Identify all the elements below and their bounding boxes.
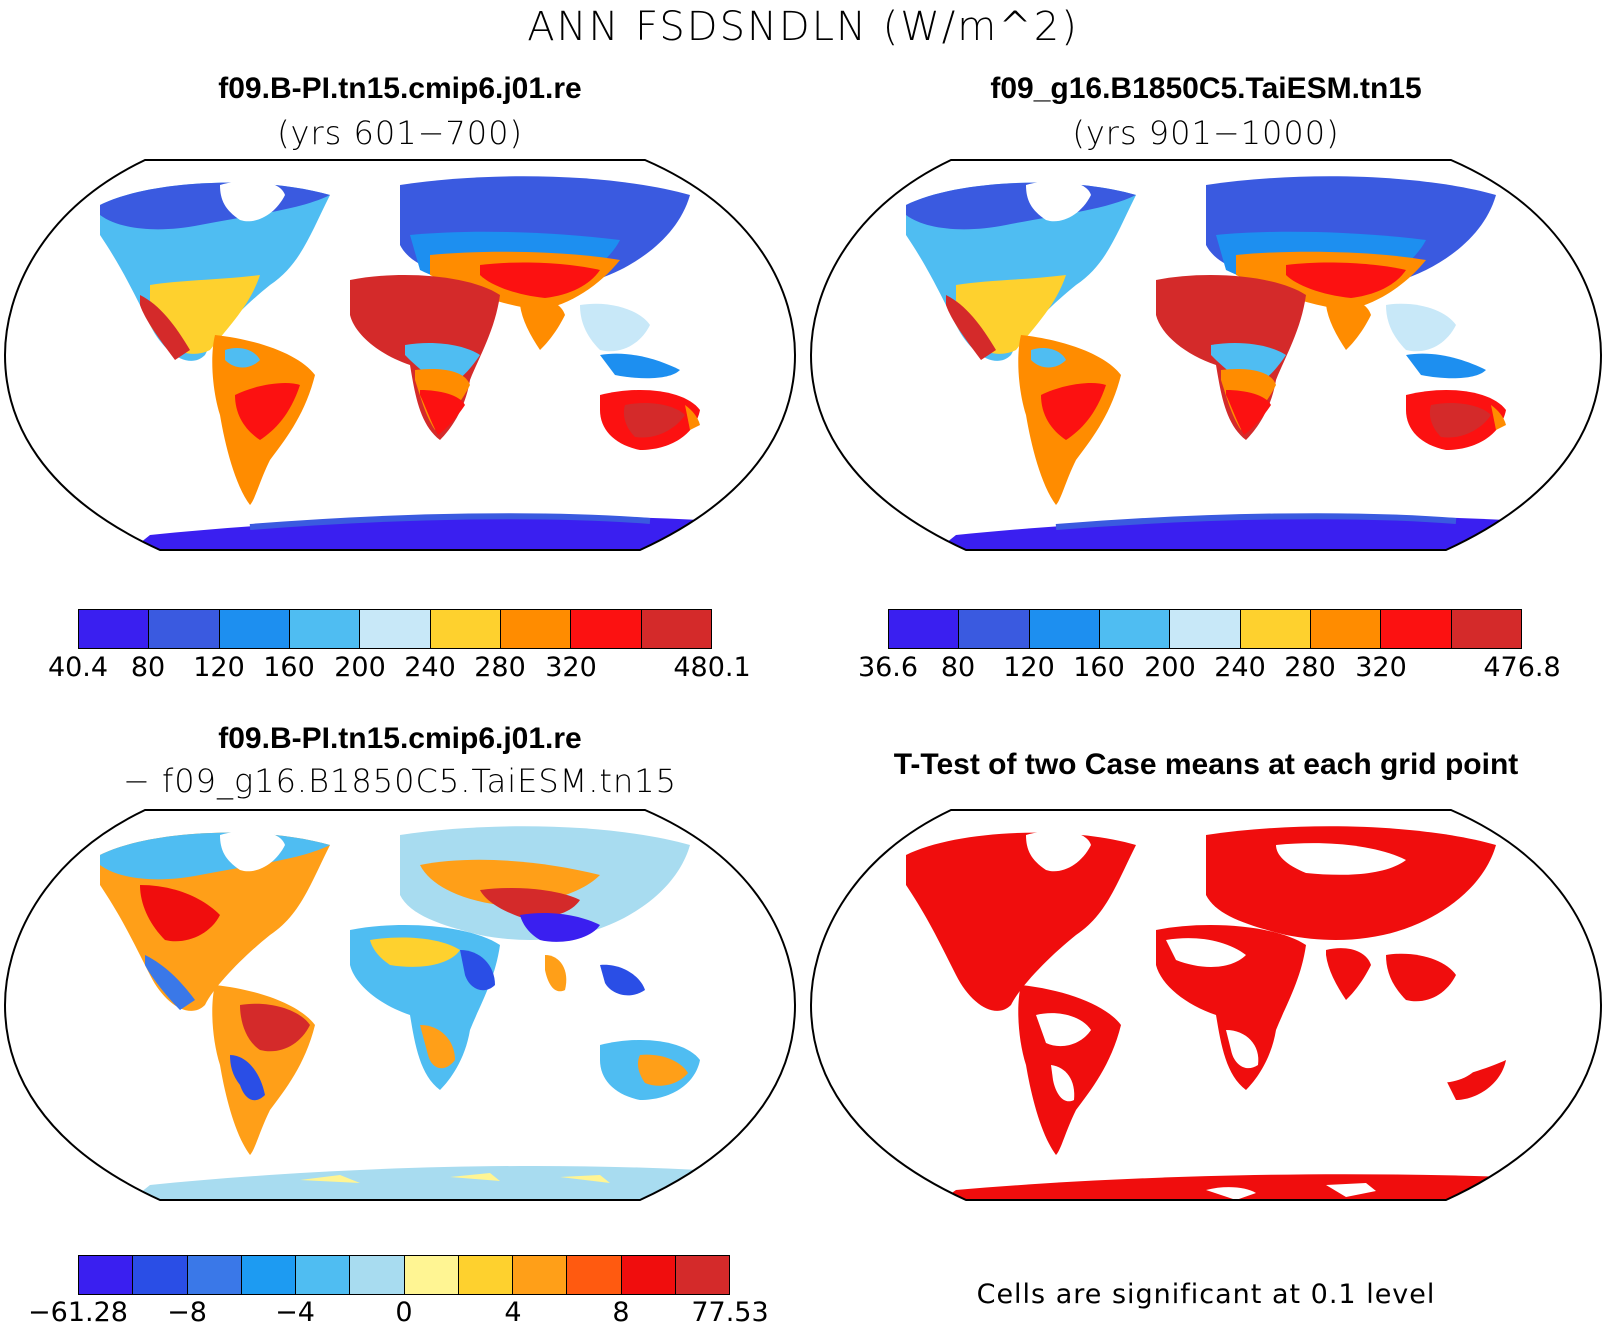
colorbar-swatch [500, 610, 572, 648]
colorbar-swatch [79, 1256, 134, 1294]
panel1-map [3, 159, 797, 551]
colorbar-swatch [1381, 610, 1452, 648]
colorbar-tick: 200 [1144, 652, 1196, 683]
colorbar-tick: −61.28 [28, 1297, 128, 1328]
colorbar-tick: 320 [545, 652, 597, 683]
antarctica-region [906, 515, 1506, 550]
panel3-map [3, 809, 797, 1201]
africa-region [350, 925, 500, 1090]
colorbar-swatch [1099, 610, 1171, 648]
colorbar-swatch [1029, 610, 1100, 648]
australia-region [1446, 1060, 1506, 1100]
colorbar-swatch [149, 610, 220, 648]
greenland-region [1026, 180, 1091, 222]
colorbar-swatch [675, 1256, 729, 1294]
panel2-colorbar [888, 609, 1522, 649]
colorbar-swatch [621, 1256, 676, 1294]
colorbar-swatch [1310, 610, 1382, 648]
panel4-map [809, 809, 1603, 1201]
colorbar-swatch [571, 610, 642, 648]
significance-note: Cells are significant at 0.1 level [976, 1279, 1436, 1310]
colorbar-tick: 476.8 [1483, 652, 1561, 683]
panel2-subtitle: (yrs 901−1000) [1072, 114, 1340, 152]
colorbar-tick: 320 [1355, 652, 1407, 683]
panel3-title: f09.B-PI.tn15.cmip6.j01.re [218, 722, 582, 755]
colorbar-tick: 80 [940, 652, 976, 683]
colorbar-tick: 280 [474, 652, 526, 683]
colorbar-tick: 8 [612, 1297, 630, 1328]
colorbar-swatch [241, 1256, 296, 1294]
colorbar-swatch [458, 1256, 513, 1294]
colorbar-swatch [959, 610, 1030, 648]
colorbar-tick: 280 [1284, 652, 1336, 683]
eurasia-region [1206, 826, 1496, 940]
colorbar-swatch [219, 610, 290, 648]
colorbar-tick: −4 [275, 1297, 315, 1328]
north-america-region [906, 832, 1136, 1011]
antarctica-region [100, 515, 700, 550]
colorbar-tick: 200 [334, 652, 386, 683]
colorbar-tick: 40.4 [47, 652, 109, 683]
panel3-subtitle: − f09_g16.B1850C5.TaiESM.tn15 [123, 762, 677, 800]
colorbar-tick: 0 [395, 1297, 413, 1328]
colorbar-swatch [513, 1256, 568, 1294]
colorbar-tick: 160 [1073, 652, 1125, 683]
colorbar-swatch [641, 610, 711, 648]
colorbar-swatch [360, 610, 431, 648]
colorbar-swatch [430, 610, 501, 648]
colorbar-tick: 120 [1003, 652, 1055, 683]
colorbar-swatch [289, 610, 361, 648]
colorbar-swatch [567, 1256, 622, 1294]
colorbar-tick: 160 [263, 652, 315, 683]
colorbar-tick: 36.6 [857, 652, 919, 683]
colorbar-tick: 80 [130, 652, 166, 683]
colorbar-tick: 480.1 [673, 652, 751, 683]
greenland-region [220, 180, 285, 222]
colorbar-swatch [889, 610, 960, 648]
colorbar-tick: 120 [193, 652, 245, 683]
panel4-title: T-Test of two Case means at each grid po… [893, 748, 1519, 781]
colorbar-tick: 240 [404, 652, 456, 683]
colorbar-swatch [350, 1256, 405, 1294]
colorbar-swatch [1240, 610, 1311, 648]
panel2-map [809, 159, 1603, 551]
colorbar-tick: 240 [1214, 652, 1266, 683]
colorbar-swatch [296, 1256, 351, 1294]
greenland-region [220, 830, 285, 872]
antarctica-region [100, 1165, 700, 1200]
colorbar-swatch [133, 1256, 188, 1294]
colorbar-tick: 77.53 [691, 1297, 769, 1328]
colorbar-swatch [79, 610, 150, 648]
colorbar-tick: −8 [167, 1297, 207, 1328]
panel3-colorbar [78, 1255, 730, 1295]
figure-title: ANN FSDSNDLN (W/m^2) [527, 4, 1079, 50]
panel1-subtitle: (yrs 601−700) [277, 114, 523, 152]
colorbar-tick: 4 [504, 1297, 522, 1328]
panel1-colorbar [78, 609, 712, 649]
colorbar-swatch [1451, 610, 1521, 648]
panel1-title: f09.B-PI.tn15.cmip6.j01.re [218, 72, 582, 105]
panel2-title: f09_g16.B1850C5.TaiESM.tn15 [990, 72, 1422, 105]
africa-region [1156, 925, 1306, 1090]
colorbar-swatch [404, 1256, 459, 1294]
south-america-region [1018, 985, 1121, 1155]
colorbar-swatch [187, 1256, 242, 1294]
colorbar-swatch [1170, 610, 1241, 648]
